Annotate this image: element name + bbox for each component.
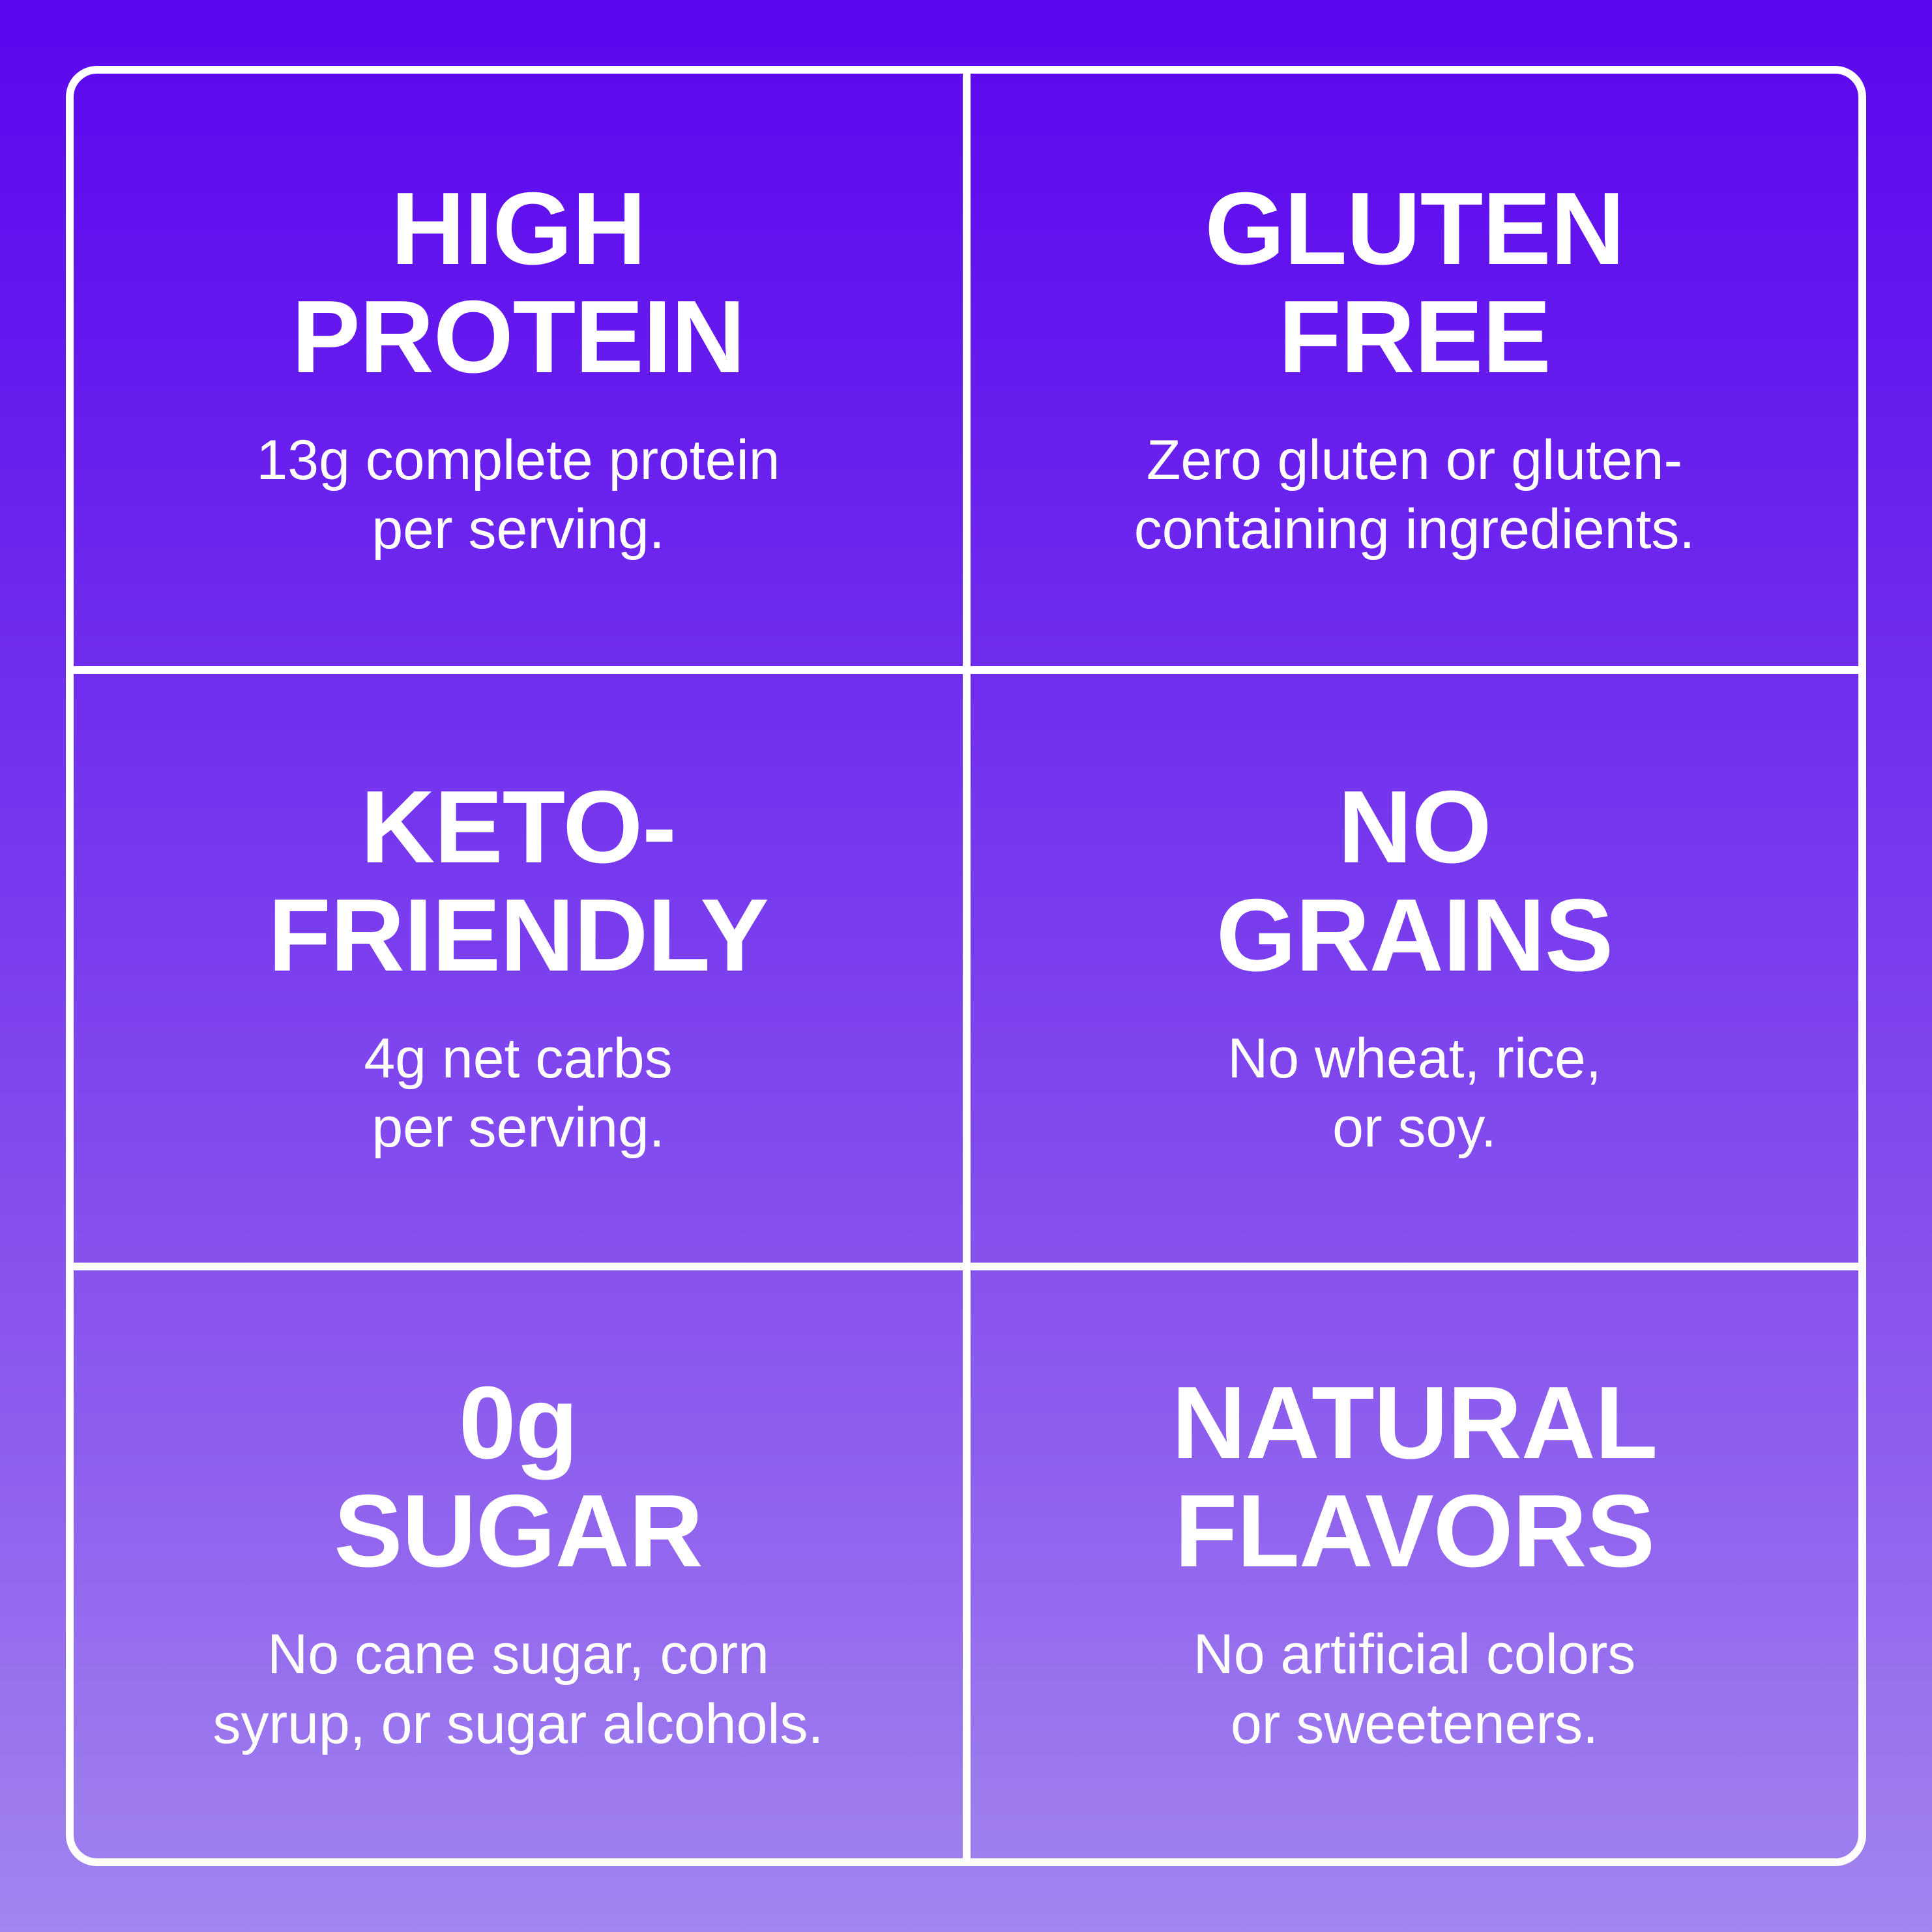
benefit-description: 13g complete protein per serving. (256, 428, 780, 561)
benefit-description: Zero gluten or gluten- containing ingred… (1134, 428, 1695, 561)
benefit-title: NO GRAINS (1216, 769, 1613, 993)
grid-line-vertical (963, 70, 971, 1862)
benefit-cell-keto-friendly: KETO- FRIENDLY 4g net carbs per serving. (74, 674, 963, 1263)
benefit-description: 4g net carbs per serving. (364, 1027, 673, 1160)
benefit-description: No wheat, rice, or soy. (1227, 1027, 1602, 1160)
benefit-cell-high-protein: HIGH PROTEIN 13g complete protein per se… (74, 74, 963, 666)
benefit-cell-no-grains: NO GRAINS No wheat, rice, or soy. (971, 674, 1858, 1263)
benefit-title: NATURAL FLAVORS (1171, 1366, 1658, 1589)
benefit-cell-natural-flavors: NATURAL FLAVORS No artificial colors or … (971, 1270, 1858, 1858)
benefit-description: No cane sugar, corn syrup, or sugar alco… (212, 1623, 824, 1755)
benefit-cell-gluten-free: GLUTEN FREE Zero gluten or gluten- conta… (971, 74, 1858, 666)
benefit-description: No artificial colors or sweeteners. (1193, 1623, 1636, 1755)
benefit-title: HIGH PROTEIN (291, 171, 745, 394)
outer-border (66, 66, 1866, 1866)
grid-line-horizontal-2 (70, 1263, 1862, 1270)
benefit-title: 0g SUGAR (334, 1366, 703, 1589)
grid-line-horizontal-1 (70, 666, 1862, 674)
benefit-title: GLUTEN FREE (1205, 171, 1625, 394)
benefit-title: KETO- FRIENDLY (268, 769, 768, 993)
benefit-cell-zero-sugar: 0g SUGAR No cane sugar, corn syrup, or s… (74, 1270, 963, 1858)
